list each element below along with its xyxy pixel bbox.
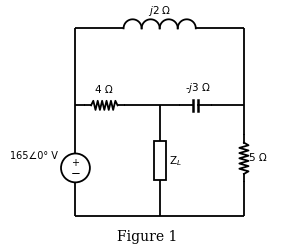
Text: 4 Ω: 4 Ω	[95, 85, 113, 94]
Text: 5 Ω: 5 Ω	[249, 153, 267, 163]
Text: Figure 1: Figure 1	[118, 230, 178, 244]
Text: $j$2 Ω: $j$2 Ω	[148, 3, 171, 17]
Text: +: +	[71, 158, 79, 168]
Text: −: −	[71, 167, 80, 180]
Text: 165∠0° V: 165∠0° V	[10, 151, 57, 161]
Text: Z$_L$: Z$_L$	[169, 154, 182, 168]
Text: -$j$3 Ω: -$j$3 Ω	[185, 80, 211, 94]
Bar	[154, 141, 166, 180]
